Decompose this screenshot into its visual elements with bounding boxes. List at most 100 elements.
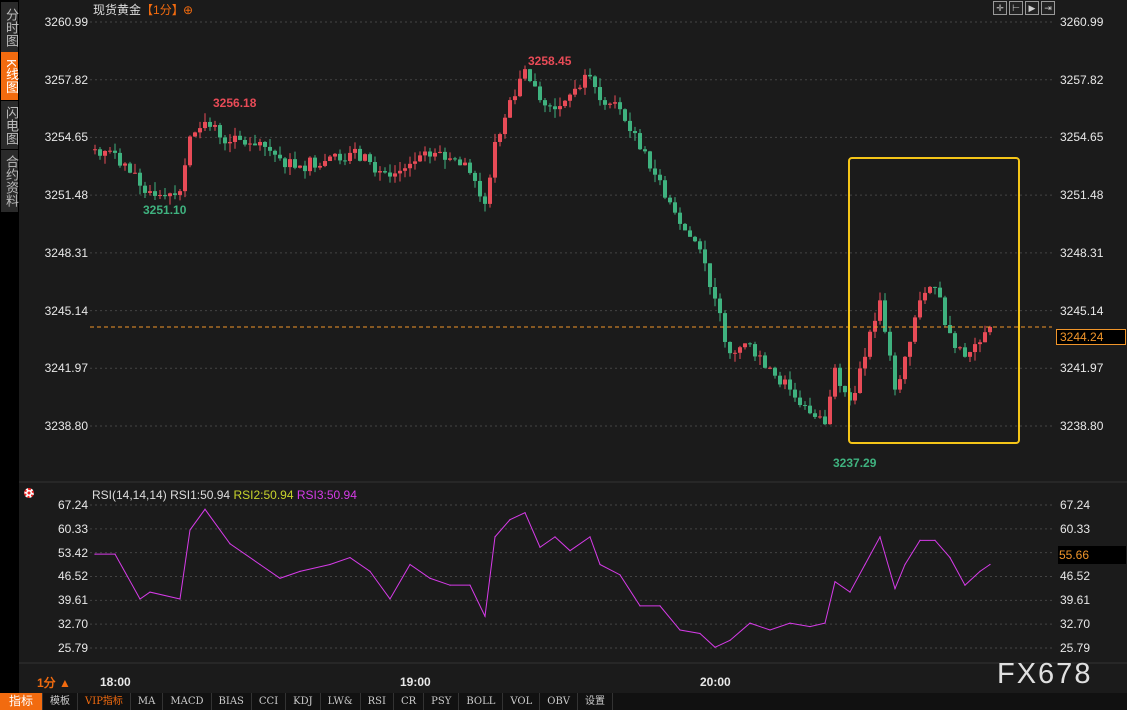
- indicator-tab[interactable]: VIP指标: [78, 693, 131, 710]
- price-tick-right: 3254.65: [1060, 130, 1104, 145]
- candle-body: [288, 159, 292, 168]
- rsi-point: [349, 556, 351, 559]
- candle-body: [943, 297, 947, 325]
- indicator-tab[interactable]: 指标: [0, 693, 44, 710]
- rsi-point: [749, 622, 751, 624]
- candle-body: [313, 157, 317, 168]
- rsi-point: [94, 553, 96, 555]
- rsi-point: [789, 622, 791, 624]
- indicator-tab[interactable]: BIAS: [212, 693, 252, 710]
- candle-body: [508, 100, 512, 118]
- rsi-point: [494, 536, 496, 538]
- low-annotation: 3237.29: [833, 456, 877, 470]
- candle-body: [408, 163, 412, 169]
- crosshair-icon[interactable]: ✛: [993, 1, 1007, 15]
- price-tick-left: 3245.14: [44, 303, 88, 318]
- tab-kline-chart[interactable]: K线图: [1, 52, 19, 100]
- indicator-tab[interactable]: CR: [394, 693, 425, 710]
- candle-body: [178, 191, 182, 195]
- low-annotation: 3251.10: [143, 203, 187, 217]
- candle-body: [628, 120, 632, 132]
- candle-body: [653, 168, 657, 175]
- candle-body: [893, 355, 897, 390]
- rsi-point: [934, 539, 936, 541]
- indicator-tab[interactable]: CCI: [252, 693, 287, 710]
- candle-body: [693, 236, 697, 242]
- price-tick-right: 3245.14: [1060, 303, 1104, 318]
- candle-body: [538, 86, 542, 101]
- candle-body: [698, 241, 702, 250]
- candlestick-chart[interactable]: [0, 0, 1127, 693]
- tab-time-chart[interactable]: 分时图: [1, 2, 19, 52]
- candle-body: [758, 355, 762, 357]
- price-tick-left: 3241.97: [44, 361, 88, 376]
- indicator-tab[interactable]: KDJ: [286, 693, 321, 710]
- price-tick-right: 3251.48: [1060, 188, 1104, 203]
- tab-contract-info[interactable]: 合约资料: [1, 150, 19, 212]
- candle-body: [908, 341, 912, 357]
- candle-body: [338, 153, 342, 161]
- last-price-label: 3244.24: [1056, 329, 1126, 345]
- candle-body: [458, 159, 462, 166]
- rsi-tick-right: 67.24: [1060, 498, 1091, 512]
- highlight-box: [848, 157, 1020, 444]
- candle-body: [423, 151, 427, 156]
- candle-body: [668, 197, 672, 203]
- candle-body: [793, 389, 797, 398]
- crosshair-circle-icon[interactable]: ⊕: [183, 3, 194, 17]
- zoom-left-icon[interactable]: ⊢: [1009, 1, 1023, 15]
- candle-body: [363, 154, 367, 161]
- indicator-tab[interactable]: MA: [131, 693, 164, 710]
- candle-body: [968, 352, 972, 357]
- rsi-point: [259, 563, 261, 566]
- candle-body: [883, 300, 887, 332]
- candle-body: [403, 168, 407, 171]
- tab-flash-chart[interactable]: 闪电图: [1, 101, 19, 149]
- candle-body: [323, 161, 327, 166]
- indicator-tab[interactable]: LW&: [321, 693, 361, 710]
- rsi-point: [979, 570, 981, 572]
- indicator-tab[interactable]: PSY: [424, 693, 460, 710]
- candle-body: [533, 81, 537, 87]
- candle-body: [603, 100, 607, 105]
- move-right-icon[interactable]: ⇥: [1041, 1, 1055, 15]
- indicator-tab[interactable]: RSI: [361, 693, 394, 710]
- price-tick-right: 3248.31: [1060, 245, 1104, 260]
- candle-body: [488, 177, 492, 204]
- rsi-point: [114, 553, 116, 555]
- candle-body: [723, 313, 727, 342]
- candle-body: [138, 172, 142, 186]
- indicator-settings-icon[interactable]: [24, 488, 34, 498]
- rsi-tick-right: 32.70: [1060, 617, 1091, 632]
- candle-body: [168, 193, 172, 197]
- candle-body: [563, 100, 567, 107]
- indicator-tab[interactable]: MACD: [163, 693, 212, 710]
- candle-body: [673, 202, 677, 213]
- high-annotation: 3256.18: [213, 96, 257, 110]
- indicator-tab[interactable]: VOL: [503, 693, 541, 710]
- candle-body: [963, 347, 967, 357]
- rsi-point: [449, 584, 451, 586]
- candle-body: [573, 88, 577, 95]
- rsi-tick-left: 32.70: [57, 617, 88, 632]
- candle-body: [258, 141, 262, 146]
- period-selector[interactable]: 1分 ▲: [37, 676, 71, 690]
- candle-body: [513, 96, 517, 101]
- candle-body: [618, 102, 622, 110]
- rsi-point: [714, 646, 716, 648]
- rsi-point: [389, 598, 391, 600]
- price-tick-right: 3257.82: [1060, 72, 1104, 87]
- candle-body: [253, 143, 257, 146]
- period-label[interactable]: 【1分】: [141, 3, 184, 17]
- indicator-tab[interactable]: OBV: [540, 693, 579, 710]
- indicator-tab[interactable]: BOLL: [459, 693, 504, 710]
- play-icon[interactable]: ▶: [1025, 1, 1039, 15]
- rsi-tick-left: 60.33: [57, 521, 88, 536]
- indicator-tab[interactable]: 模板: [43, 693, 79, 710]
- rsi-point: [679, 629, 681, 631]
- rsi-point: [989, 563, 991, 566]
- candle-body: [958, 347, 962, 349]
- indicator-tab[interactable]: 设置: [578, 693, 614, 710]
- candle-body: [708, 263, 712, 288]
- rsi-point: [879, 536, 881, 538]
